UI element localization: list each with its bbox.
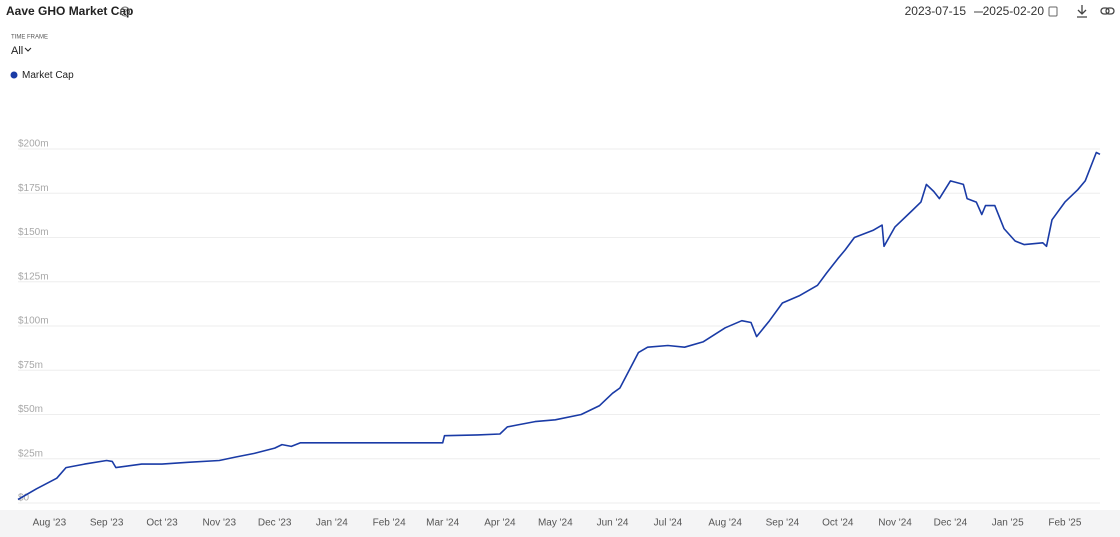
y-tick-label: $150m: [18, 227, 49, 238]
x-tick-label: Dec '23: [258, 518, 292, 529]
chevron[interactable]: [24, 47, 32, 52]
x-tick-label: Jan '24: [316, 518, 348, 529]
y-tick-label: $100m: [18, 316, 49, 327]
calendar-icon[interactable]: [1048, 6, 1058, 17]
chart-title: Aave GHO Market Cap: [6, 4, 133, 18]
y-tick-label: $0: [18, 493, 30, 504]
x-tick-label: Oct '24: [822, 518, 854, 529]
svg-text:?: ?: [123, 9, 127, 16]
time-frame-select[interactable]: All: [11, 45, 23, 57]
x-tick-label: Feb '25: [1048, 518, 1081, 529]
x-tick-label: Dec '24: [934, 518, 968, 529]
y-tick-label: $75m: [18, 360, 43, 371]
x-tick-label: Sep '24: [766, 518, 800, 529]
line: [17, 151, 1101, 501]
x-tick-label: Nov '23: [202, 518, 236, 529]
y-tick-label: $25m: [18, 448, 43, 459]
x-tick-label: Sep '23: [90, 518, 124, 529]
x-axis-band: [0, 510, 1120, 537]
legend-dot: [10, 71, 18, 79]
download-icon[interactable]: [1077, 5, 1087, 18]
x-tick-label: Mar '24: [426, 518, 459, 529]
x-tick-label: Feb '24: [373, 518, 406, 529]
y-tick-label: $125m: [18, 271, 49, 282]
x-tick-label: Jun '24: [597, 518, 629, 529]
x-tick-label: Aug '23: [33, 518, 67, 529]
date-from[interactable]: 2023-07-15: [905, 4, 967, 18]
y-tick-label: $50m: [18, 404, 43, 415]
x-tick-label: Oct '23: [146, 518, 178, 529]
legend-label[interactable]: Market Cap: [22, 70, 74, 81]
x-tick-label: Apr '24: [484, 518, 516, 529]
time-frame-label: TIME FRAME: [11, 35, 48, 41]
x-tick-label: Aug '24: [708, 518, 742, 529]
x-tick-label: Nov '24: [878, 518, 912, 529]
x-tick-label: May '24: [538, 518, 573, 529]
y-tick-label: $200m: [18, 139, 49, 150]
y-tick-label: $175m: [18, 183, 49, 194]
date-to[interactable]: 2025-02-20: [983, 4, 1045, 18]
x-tick-label: Jan '25: [992, 518, 1024, 529]
help-icon[interactable]: ?: [120, 6, 130, 17]
link-icon[interactable]: [1100, 7, 1115, 15]
x-tick-label: Jul '24: [654, 518, 683, 529]
